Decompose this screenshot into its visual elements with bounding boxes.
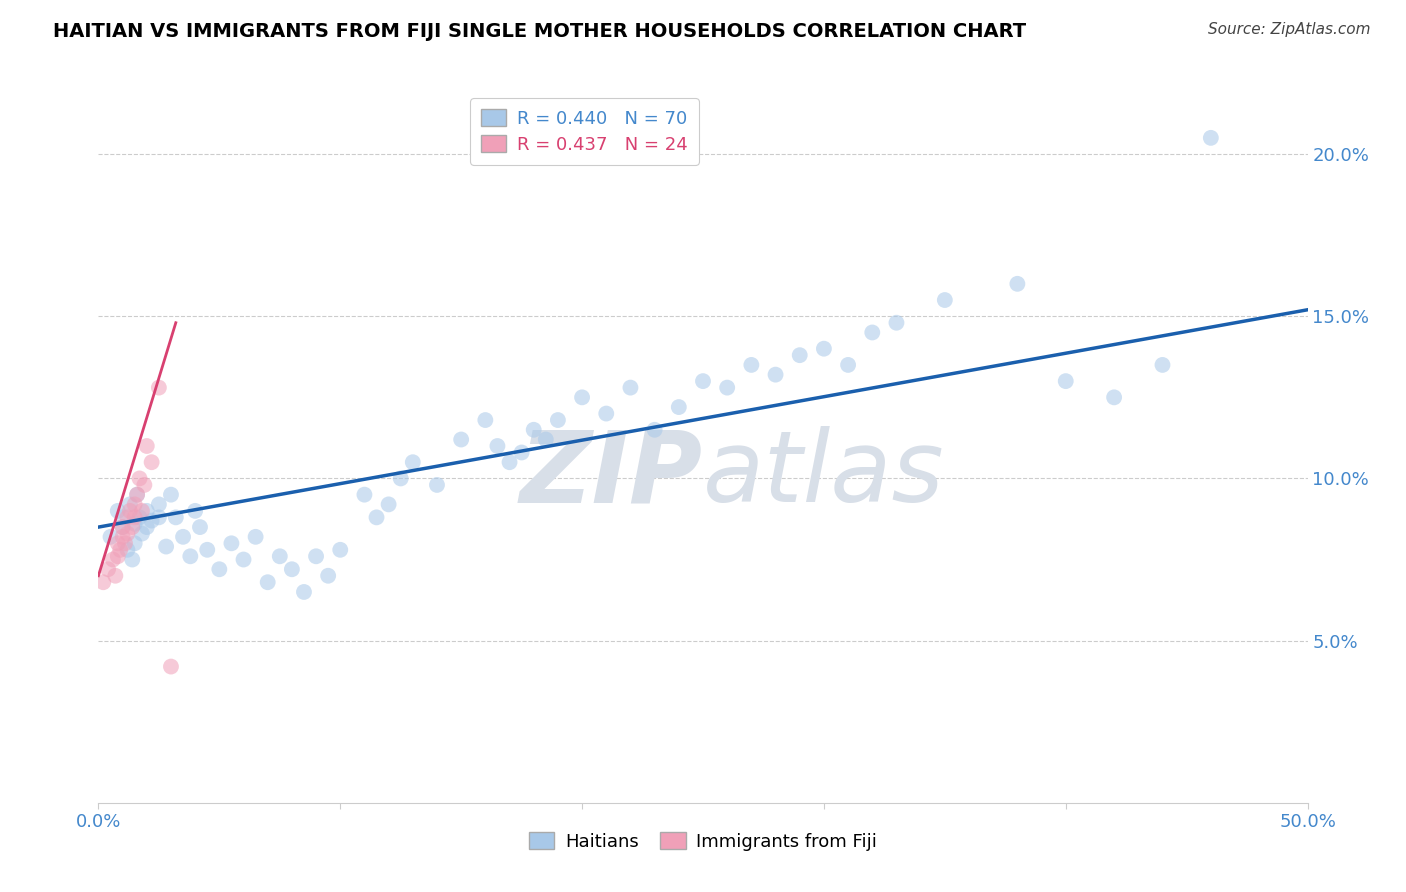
Point bbox=[402, 455, 425, 469]
Point bbox=[305, 549, 328, 564]
Point bbox=[104, 568, 127, 582]
Point bbox=[221, 536, 243, 550]
Point bbox=[716, 381, 738, 395]
Point bbox=[124, 536, 146, 550]
Point bbox=[127, 488, 149, 502]
Point bbox=[765, 368, 787, 382]
Point bbox=[135, 504, 157, 518]
Text: atlas: atlas bbox=[703, 426, 945, 523]
Point bbox=[91, 575, 114, 590]
Point bbox=[281, 562, 304, 576]
Point bbox=[131, 526, 153, 541]
Point bbox=[269, 549, 291, 564]
Point bbox=[486, 439, 509, 453]
Point bbox=[188, 520, 211, 534]
Point bbox=[534, 433, 557, 447]
Point bbox=[426, 478, 449, 492]
Point bbox=[547, 413, 569, 427]
Point bbox=[148, 497, 170, 511]
Point bbox=[886, 316, 908, 330]
Point bbox=[124, 516, 146, 531]
Point bbox=[148, 381, 170, 395]
Point bbox=[128, 471, 150, 485]
Point bbox=[1199, 131, 1222, 145]
Point bbox=[377, 497, 399, 511]
Point bbox=[160, 488, 183, 502]
Point bbox=[117, 510, 139, 524]
Point bbox=[107, 504, 129, 518]
Point bbox=[837, 358, 859, 372]
Point bbox=[111, 520, 134, 534]
Point bbox=[316, 568, 339, 582]
Point bbox=[644, 423, 666, 437]
Point bbox=[118, 497, 141, 511]
Point bbox=[571, 390, 593, 404]
Point bbox=[160, 659, 183, 673]
Point bbox=[124, 510, 146, 524]
Point bbox=[124, 497, 146, 511]
Point bbox=[860, 326, 883, 340]
Point bbox=[366, 510, 388, 524]
Point bbox=[101, 552, 124, 566]
Point bbox=[128, 510, 150, 524]
Point bbox=[232, 552, 254, 566]
Point bbox=[141, 514, 163, 528]
Point bbox=[114, 536, 136, 550]
Point bbox=[668, 400, 690, 414]
Point bbox=[121, 552, 143, 566]
Text: ZIP: ZIP bbox=[520, 426, 703, 523]
Point bbox=[148, 510, 170, 524]
Point bbox=[353, 488, 375, 502]
Point bbox=[474, 413, 496, 427]
Point bbox=[111, 530, 134, 544]
Point bbox=[111, 510, 134, 524]
Point bbox=[1054, 374, 1077, 388]
Point bbox=[172, 530, 194, 544]
Point bbox=[131, 504, 153, 518]
Point bbox=[111, 520, 134, 534]
Point bbox=[292, 585, 315, 599]
Legend: Haitians, Immigrants from Fiji: Haitians, Immigrants from Fiji bbox=[522, 825, 884, 858]
Point bbox=[510, 445, 533, 459]
Point bbox=[107, 549, 129, 564]
Point bbox=[329, 542, 352, 557]
Point bbox=[389, 471, 412, 485]
Point bbox=[934, 293, 956, 307]
Point bbox=[789, 348, 811, 362]
Point bbox=[117, 526, 139, 541]
Point bbox=[1102, 390, 1125, 404]
Text: HAITIAN VS IMMIGRANTS FROM FIJI SINGLE MOTHER HOUSEHOLDS CORRELATION CHART: HAITIAN VS IMMIGRANTS FROM FIJI SINGLE M… bbox=[53, 22, 1026, 41]
Point bbox=[179, 549, 201, 564]
Point bbox=[97, 562, 120, 576]
Point bbox=[121, 520, 143, 534]
Point bbox=[107, 536, 129, 550]
Point bbox=[740, 358, 762, 372]
Point bbox=[108, 542, 131, 557]
Point bbox=[256, 575, 278, 590]
Point bbox=[692, 374, 714, 388]
Point bbox=[619, 381, 641, 395]
Point bbox=[1152, 358, 1174, 372]
Point bbox=[135, 520, 157, 534]
Point bbox=[498, 455, 520, 469]
Point bbox=[165, 510, 187, 524]
Point bbox=[450, 433, 472, 447]
Point bbox=[195, 542, 218, 557]
Point bbox=[118, 504, 141, 518]
Point bbox=[184, 504, 207, 518]
Point bbox=[1007, 277, 1029, 291]
Point bbox=[100, 530, 122, 544]
Point bbox=[208, 562, 231, 576]
Point bbox=[813, 342, 835, 356]
Point bbox=[523, 423, 546, 437]
Point bbox=[117, 542, 139, 557]
Point bbox=[135, 439, 157, 453]
Text: Source: ZipAtlas.com: Source: ZipAtlas.com bbox=[1208, 22, 1371, 37]
Point bbox=[127, 488, 149, 502]
Point bbox=[134, 478, 156, 492]
Point bbox=[245, 530, 267, 544]
Point bbox=[155, 540, 177, 554]
Point bbox=[595, 407, 617, 421]
Point bbox=[141, 455, 163, 469]
